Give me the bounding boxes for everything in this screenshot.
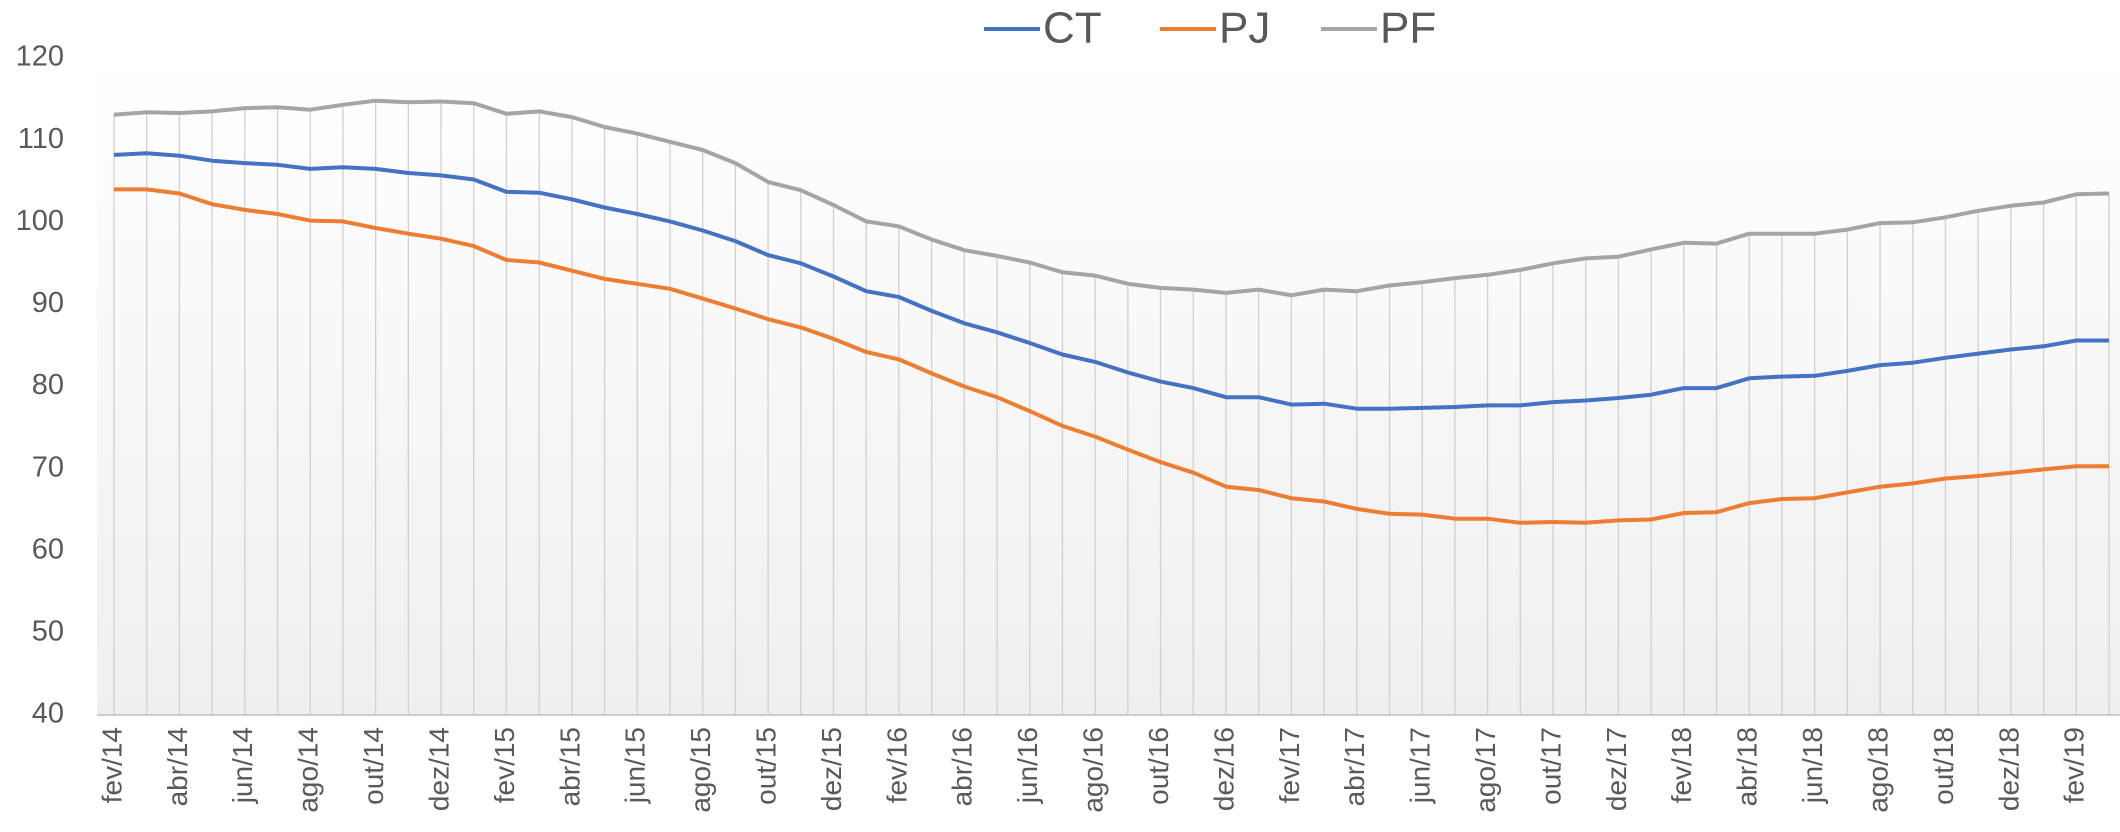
x-tick-label: abr/16 bbox=[947, 727, 978, 806]
x-tick-label: abr/14 bbox=[162, 727, 193, 806]
x-tick-label: dez/17 bbox=[1601, 727, 1632, 811]
x-tick-label: jun/14 bbox=[227, 727, 258, 804]
x-tick-label: abr/18 bbox=[1732, 727, 1763, 806]
legend-label: CT bbox=[1043, 4, 1102, 53]
x-tick-label: dez/15 bbox=[816, 727, 847, 811]
x-tick-label: ago/14 bbox=[293, 727, 324, 813]
x-tick-label: out/18 bbox=[1928, 727, 1959, 805]
y-tick-label: 100 bbox=[16, 205, 64, 237]
x-tick-label: ago/16 bbox=[1078, 727, 1109, 813]
x-tick-label: abr/17 bbox=[1339, 727, 1370, 806]
plot-area bbox=[97, 58, 2120, 715]
x-tick-label: ago/15 bbox=[685, 727, 716, 813]
series-line bbox=[114, 187, 2109, 525]
y-tick-label: 80 bbox=[32, 369, 64, 401]
series-line bbox=[113, 151, 2109, 411]
x-tick-label: out/17 bbox=[1535, 727, 1566, 805]
legend-label: PJ bbox=[1219, 4, 1270, 53]
y-tick-label: 40 bbox=[32, 698, 64, 730]
x-tick-label: fev/17 bbox=[1274, 727, 1305, 803]
x-tick-label: out/14 bbox=[358, 727, 389, 805]
y-tick-label: 70 bbox=[32, 451, 64, 483]
x-tick-label: jun/16 bbox=[1012, 727, 1043, 804]
x-tick-label: ago/18 bbox=[1862, 727, 1893, 813]
legend-label: PF bbox=[1380, 4, 1436, 53]
x-tick-label: fev/19 bbox=[2059, 727, 2090, 803]
x-tick-label: fev/15 bbox=[489, 727, 520, 803]
x-tick-label: abr/15 bbox=[554, 727, 585, 806]
x-tick-label: fev/18 bbox=[1666, 727, 1697, 803]
x-tick-label: dez/18 bbox=[1993, 727, 2024, 811]
x-tick-label: out/16 bbox=[1143, 727, 1174, 805]
y-tick-label: 90 bbox=[32, 287, 64, 319]
x-tick-label: fev/14 bbox=[96, 727, 127, 803]
x-tick-label: ago/17 bbox=[1470, 727, 1501, 813]
x-tick-label: dez/16 bbox=[1208, 727, 1239, 811]
x-tick-label: dez/14 bbox=[423, 727, 454, 811]
y-tick-label: 60 bbox=[32, 533, 64, 565]
x-tick-label: jun/15 bbox=[620, 727, 651, 804]
x-tick-label: jun/18 bbox=[1797, 727, 1828, 804]
series-line bbox=[113, 98, 2110, 298]
x-tick-label: jun/17 bbox=[1405, 727, 1436, 804]
x-tick-label: out/15 bbox=[750, 727, 781, 805]
y-tick-label: 50 bbox=[32, 616, 64, 648]
y-tick-label: 120 bbox=[16, 41, 64, 73]
y-tick-label: 110 bbox=[18, 123, 64, 155]
x-tick-label: fev/16 bbox=[881, 727, 912, 803]
